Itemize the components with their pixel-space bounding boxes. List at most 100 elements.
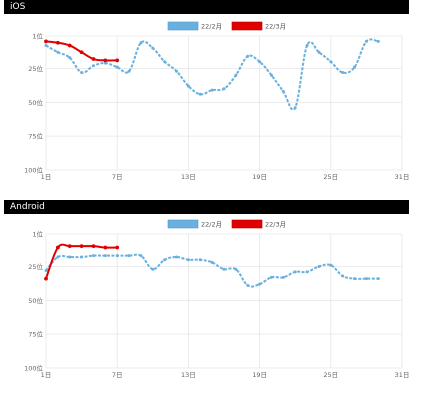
android-feb-point (317, 264, 321, 268)
ios-feb-point (222, 87, 226, 91)
ios-feb-point (293, 106, 297, 110)
android-feb-point (305, 270, 309, 274)
ios-x-tick-label: 1日 (41, 173, 52, 181)
android-y-tick-label: 100位 (24, 364, 43, 373)
ios-legend-swatch (231, 21, 263, 31)
ios-feb-point (103, 61, 107, 65)
android-x-tick-label: 25日 (323, 371, 338, 379)
android-feb-point (198, 258, 202, 262)
ios-x-tick-label: 13日 (181, 173, 196, 181)
android-feb-point (234, 267, 238, 271)
ios-feb-point (151, 46, 155, 50)
android-legend-label: 22/2月 (201, 221, 222, 229)
android-legend-swatch (167, 219, 199, 229)
android-feb-point (269, 275, 273, 279)
android-feb-point (91, 254, 95, 258)
android-feb-point (222, 267, 226, 271)
android-y-tick-label: 1位 (32, 230, 43, 239)
ios-legend-swatch (167, 21, 199, 31)
ios-section-header: iOS (4, 0, 409, 14)
ios-feb-point (186, 84, 190, 88)
android-mar-point (103, 245, 108, 250)
android-mar-point (67, 244, 72, 249)
ios-feb-point (281, 89, 285, 93)
ios-section-title: iOS (10, 2, 26, 12)
ios-mar-point (115, 58, 120, 63)
ios-y-tick-label: 25位 (28, 64, 43, 73)
android-series-mar-line (45, 243, 118, 280)
android-x-tick-label: 7日 (112, 371, 123, 379)
android-feb-point (163, 258, 167, 262)
ios-mar-point (55, 40, 60, 45)
ios-mar-point (79, 50, 84, 55)
ios-feb-point (127, 69, 131, 73)
ios-feb-point (91, 64, 95, 68)
ios-feb-point (68, 56, 72, 60)
ios-feb-point (80, 71, 84, 75)
android-legend-label: 22/3月 (265, 221, 286, 229)
android-feb-point (364, 277, 368, 281)
android-feb-point (210, 260, 214, 264)
android-feb-point (127, 254, 131, 258)
android-feb-point (151, 267, 155, 271)
ios-feb-point (317, 50, 321, 54)
android-feb-point (281, 275, 285, 279)
ios-feb-point (269, 73, 273, 77)
android-feb-point (44, 269, 48, 273)
android-feb-point (246, 283, 250, 287)
android-feb-point (115, 254, 119, 258)
ios-feb-point (56, 50, 60, 54)
ios-y-tick-label: 100位 (24, 166, 43, 175)
ios-mar-point (91, 57, 96, 61)
android-section-title: Android (10, 202, 45, 212)
android-legend-swatch (231, 219, 263, 229)
android-x-tick-label: 1日 (41, 371, 52, 379)
ios-feb-point (341, 71, 345, 75)
android-y-tick-label: 50位 (28, 296, 43, 305)
android-feb-point (376, 277, 380, 281)
android-feb-point (56, 255, 60, 259)
ios-feb-point (163, 60, 167, 64)
ios-feb-point (258, 60, 262, 64)
ios-feb-point (175, 69, 179, 73)
android-feb-point (353, 277, 357, 281)
ios-y-tick-label: 50位 (28, 98, 43, 107)
ios-y-tick-label: 75位 (28, 132, 43, 141)
android-feb-point (329, 263, 333, 267)
android-mar-point (91, 244, 96, 249)
android-mar-point (115, 245, 120, 250)
ios-feb-point (198, 92, 202, 96)
ios-legend-label: 22/3月 (265, 23, 286, 31)
ios-feb-point (115, 65, 119, 69)
ios-feb-point (329, 60, 333, 64)
android-y-tick-label: 75位 (28, 330, 43, 339)
android-x-tick-label: 13日 (181, 371, 196, 379)
android-feb-point (139, 254, 143, 258)
ios-feb-point (139, 41, 143, 45)
ios-x-tick-label: 25日 (323, 173, 338, 181)
android-x-tick-label: 19日 (252, 371, 267, 379)
android-series-feb-line (45, 253, 379, 288)
android-feb-point (258, 282, 262, 286)
android-mar-point (55, 245, 60, 250)
ios-x-tick-label: 31日 (395, 173, 410, 181)
ios-feb-point (234, 73, 238, 77)
android-section-header: Android (4, 200, 409, 214)
ios-feb-point (364, 39, 368, 43)
android-feb-point (175, 255, 179, 259)
android-feb-point (103, 254, 107, 258)
android-feb-point (68, 255, 72, 259)
android-x-tick-label: 31日 (395, 371, 410, 379)
ios-feb-point (246, 54, 250, 58)
ios-mar-point (103, 58, 108, 63)
ios-x-tick-label: 19日 (252, 173, 267, 181)
android-feb-point (186, 258, 190, 262)
android-mar-point (79, 244, 84, 249)
ios-legend-label: 22/2月 (201, 23, 222, 31)
ios-mar-point (67, 43, 72, 48)
android-y-tick-label: 25位 (28, 262, 43, 271)
ios-feb-point (353, 65, 357, 69)
ios-feb-point (305, 43, 309, 47)
android-feb-point (341, 274, 345, 278)
